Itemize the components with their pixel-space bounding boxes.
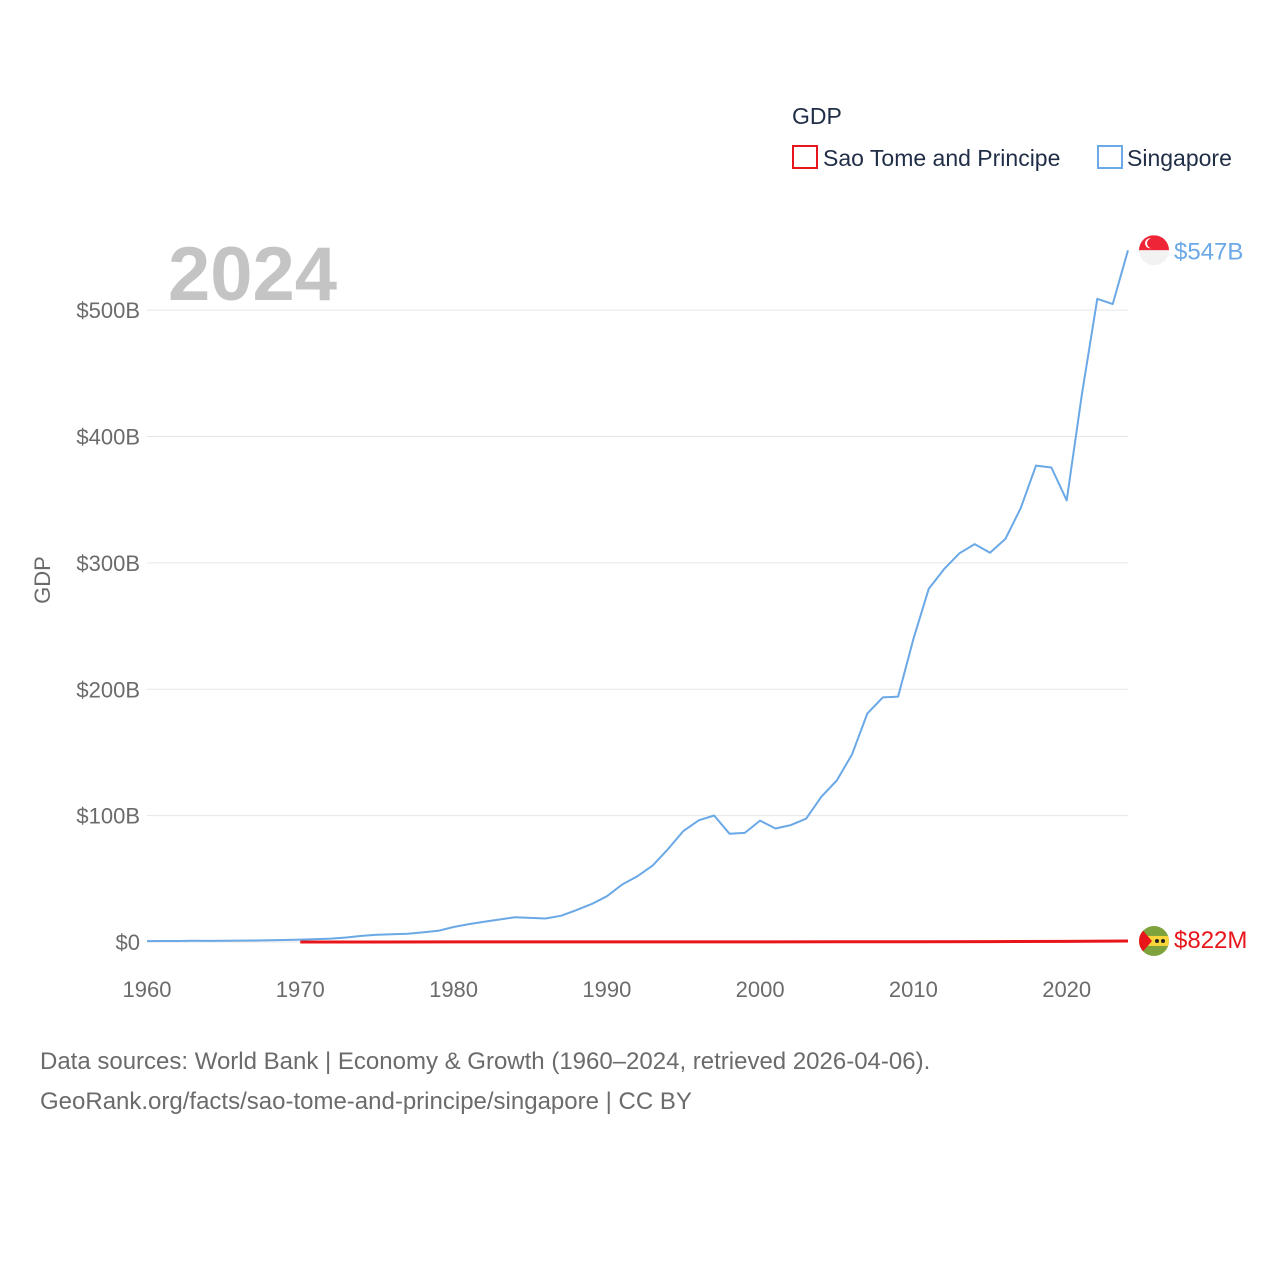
data-sources: Data sources: World Bank | Economy & Gro… [40,1042,930,1122]
x-tick-label: 1980 [429,977,478,1002]
x-tick-label: 2000 [736,977,785,1002]
series-line-singapore[interactable] [146,250,1129,943]
y-tick-label: $300B [76,551,140,576]
x-tick-label: 1970 [276,977,325,1002]
series-end-labels: $547B $822M [1139,235,1247,956]
end-label-singapore: $547B [1174,238,1243,265]
legend-swatch-sao-tome[interactable] [792,145,818,169]
legend-label-singapore[interactable]: Singapore [1127,145,1232,171]
source-line-1: Data sources: World Bank | Economy & Gro… [40,1048,931,1075]
y-axis-label: GDP [30,556,55,604]
x-tick-label: 1960 [123,977,172,1002]
y-tick-label: $500B [76,298,140,323]
legend-label-sao-tome[interactable]: Sao Tome and Principe [823,145,1060,171]
year-label: 2024 [168,232,337,317]
y-tick-label: $100B [76,804,140,829]
y-axis-ticks: $0 $100B $200B $300B $400B $500B [76,298,140,955]
gridlines [147,309,1128,943]
legend-title: GDP [792,103,842,129]
x-tick-label: 2020 [1042,977,1091,1002]
legend: GDP Sao Tome and Principe Singapore [792,103,1232,171]
y-tick-label: $0 [116,930,140,955]
singapore-flag-icon [1139,235,1169,266]
legend-swatch-singapore[interactable] [1097,145,1123,169]
series-lines [146,250,1129,944]
end-label-sao-tome: $822M [1174,927,1247,954]
x-tick-label: 2010 [889,977,938,1002]
source-line-2[interactable]: GeoRank.org/facts/sao-tome-and-principe/… [40,1088,692,1115]
y-tick-label: $400B [76,425,140,450]
sao-tome-flag-icon [1139,925,1169,956]
x-axis-ticks: 1960 1970 1980 1990 2000 2010 2020 [123,977,1092,1002]
series-line-sao-tome[interactable] [300,939,1129,944]
x-tick-label: 1990 [582,977,631,1002]
y-tick-label: $200B [76,677,140,702]
